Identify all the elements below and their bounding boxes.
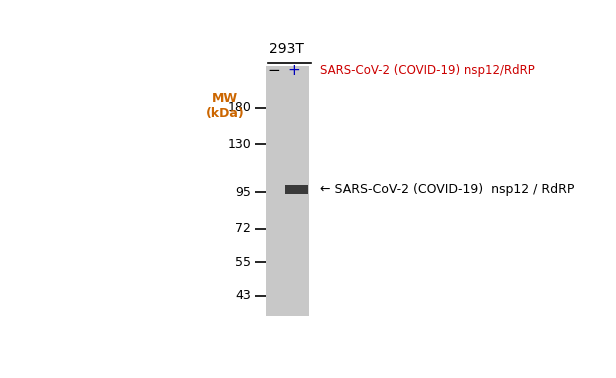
Text: ← SARS-CoV-2 (COVID-19)  nsp12 / RdRP: ← SARS-CoV-2 (COVID-19) nsp12 / RdRP: [320, 183, 575, 196]
Text: SARS-CoV-2 (COVID-19) nsp12/RdRP: SARS-CoV-2 (COVID-19) nsp12/RdRP: [320, 64, 535, 77]
Bar: [285, 185, 309, 194]
Text: 293T: 293T: [269, 42, 304, 56]
Text: −: −: [268, 63, 280, 77]
Text: MW
(kDa): MW (kDa): [206, 92, 245, 120]
Text: 180: 180: [227, 101, 251, 115]
Text: 55: 55: [235, 256, 251, 269]
Text: 130: 130: [227, 138, 251, 151]
Bar: [265, 66, 309, 316]
Text: +: +: [288, 63, 301, 77]
Text: 43: 43: [235, 289, 251, 302]
Text: 72: 72: [235, 222, 251, 235]
Text: 95: 95: [235, 186, 251, 199]
